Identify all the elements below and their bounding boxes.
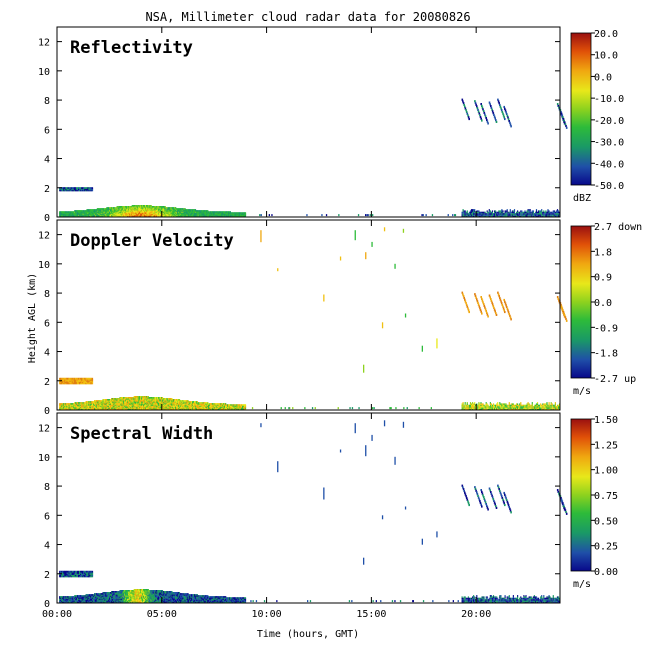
colorbar-tick-label: 10.0 <box>594 51 618 62</box>
panel-frame <box>56 26 561 218</box>
colorbar-tick-label: 0.75 <box>594 491 618 502</box>
colorbar-tick-label: 0.00 <box>594 567 618 578</box>
y-tick-label: 12 <box>38 231 50 242</box>
colorbar-tick-label: -0.9 <box>594 323 618 334</box>
y-tick-label: 0 <box>44 599 50 610</box>
y-tick-label: 2 <box>44 377 50 388</box>
colorbar-tick-label: 1.25 <box>594 440 618 451</box>
x-tick-label: 10:00 <box>252 609 282 620</box>
panel-frame <box>56 412 561 604</box>
x-tick-label: 20:00 <box>461 609 491 620</box>
y-tick-label: 10 <box>38 260 50 271</box>
panel-1: Reflectivity 0 2 4 6 8 10 12 20.0 10.0 0.0 -10.0 -20… <box>38 26 624 224</box>
y-tick-label: 6 <box>44 511 50 522</box>
y-tick-label: 8 <box>44 289 50 300</box>
y-tick-label: 6 <box>44 318 50 329</box>
y-tick-label: 0 <box>44 406 50 417</box>
colorbar <box>570 225 592 379</box>
colorbar-tick-label: -40.0 <box>594 159 624 170</box>
echo-field <box>59 420 568 604</box>
colorbar-tick-label: -2.7 up <box>594 374 636 385</box>
colorbar-tick-label: -10.0 <box>594 94 624 105</box>
panel-2: Doppler Velocity 0 2 4 6 8 10 12 2.7 down 1.8 0.9 0… <box>38 219 642 417</box>
colorbar <box>570 32 592 186</box>
y-tick-label: 10 <box>38 67 50 78</box>
echo-field <box>59 227 568 411</box>
figure-title: NSA, Millimeter cloud radar data for 200… <box>145 10 470 24</box>
echo-field <box>59 98 568 218</box>
colorbar-tick-label: 1.8 <box>594 247 612 258</box>
y-tick-label: 2 <box>44 184 50 195</box>
y-tick-label: 8 <box>44 482 50 493</box>
panel-title: Reflectivity <box>70 38 193 58</box>
x-axis-label: Time (hours, GMT) <box>257 629 359 640</box>
y-tick-label: 12 <box>38 38 50 49</box>
colorbar-tick-label: 1.50 <box>594 415 618 426</box>
colorbar-tick-label: -30.0 <box>594 138 624 149</box>
y-tick-label: 4 <box>44 348 50 359</box>
colorbar-tick-label: 0.0 <box>594 298 612 309</box>
y-tick-label: 12 <box>38 424 50 435</box>
y-tick-label: 6 <box>44 125 50 136</box>
colorbar-tick-label: 2.7 down <box>594 222 642 233</box>
x-tick-label: 00:00 <box>42 609 72 620</box>
colorbar-tick-label: -50.0 <box>594 181 624 192</box>
x-tick-label: 05:00 <box>147 609 177 620</box>
colorbar-tick-label: 0.25 <box>594 542 618 553</box>
colorbar-tick-label: 0.50 <box>594 516 618 527</box>
x-tick-label: 15:00 <box>356 609 386 620</box>
colorbar-tick-label: 0.9 <box>594 273 612 284</box>
colorbar-tick-label: -20.0 <box>594 116 624 127</box>
colorbar-tick-label: -1.8 <box>594 349 618 360</box>
colorbar-tick-label: 20.0 <box>594 29 618 40</box>
y-tick-label: 4 <box>44 541 50 552</box>
y-tick-label: 4 <box>44 155 50 166</box>
panel-title: Doppler Velocity <box>70 231 234 251</box>
panel-frame <box>56 219 561 411</box>
y-axis-label: Height AGL (km) <box>27 273 38 363</box>
y-tick-label: 0 <box>44 213 50 224</box>
panels: Reflectivity02468101220.010.00.0-10.0-20… <box>38 26 642 620</box>
colorbar-tick-label: 0.0 <box>594 72 612 83</box>
panel-3: Spectral Width 0 2 4 6 8 10 12 1.50 1.25 1.00 0.75 0… <box>38 412 618 610</box>
colorbar-unit: m/s <box>573 386 591 397</box>
y-tick-label: 10 <box>38 453 50 464</box>
y-tick-label: 8 <box>44 96 50 107</box>
colorbar-unit: m/s <box>573 579 591 590</box>
colorbar-unit: dBZ <box>573 193 591 204</box>
y-tick-label: 2 <box>44 570 50 581</box>
colorbar-tick-label: 1.00 <box>594 466 618 477</box>
colorbar <box>570 418 592 572</box>
panel-title: Spectral Width <box>70 424 213 444</box>
